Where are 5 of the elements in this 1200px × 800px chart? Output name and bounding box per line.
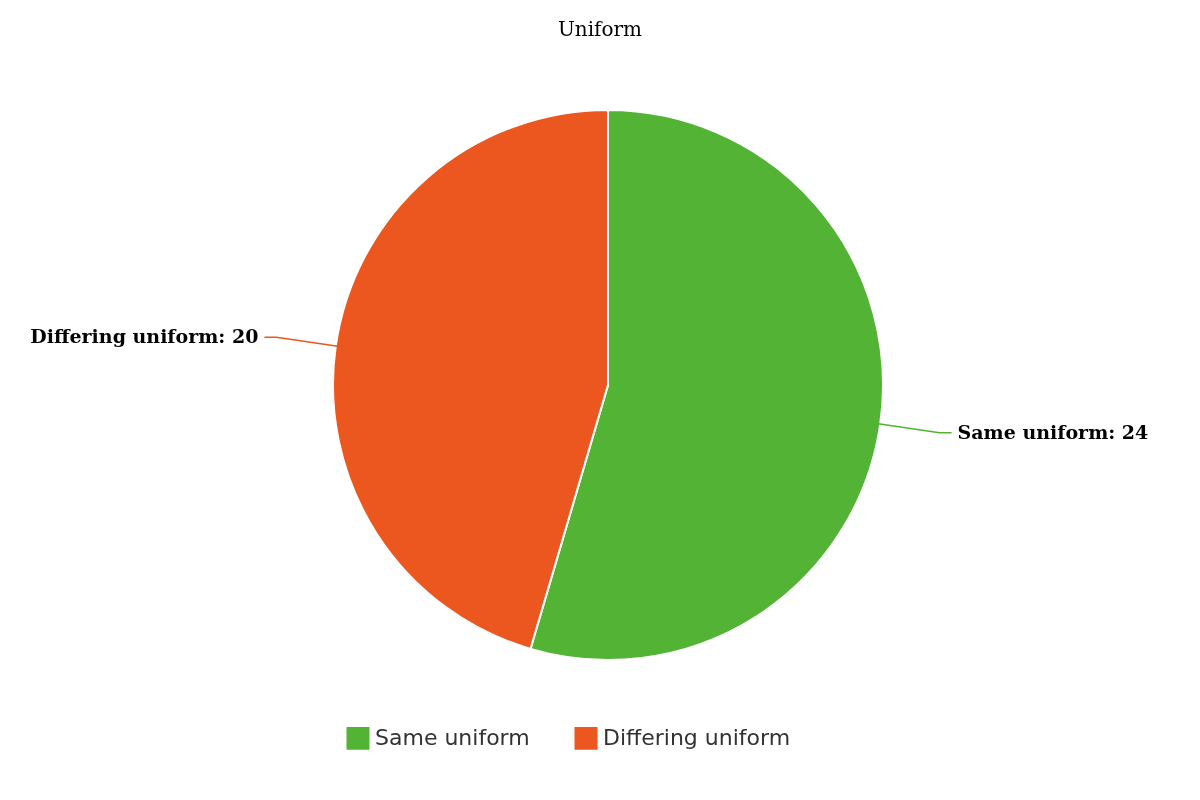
legend-label: Differing uniform — [603, 725, 791, 751]
legend-label: Same uniform — [375, 725, 530, 751]
chart-title: Uniform — [557, 17, 643, 41]
data-label: Same uniform: 24 — [957, 420, 1149, 443]
data-label: Differing uniform: 20 — [30, 325, 259, 348]
